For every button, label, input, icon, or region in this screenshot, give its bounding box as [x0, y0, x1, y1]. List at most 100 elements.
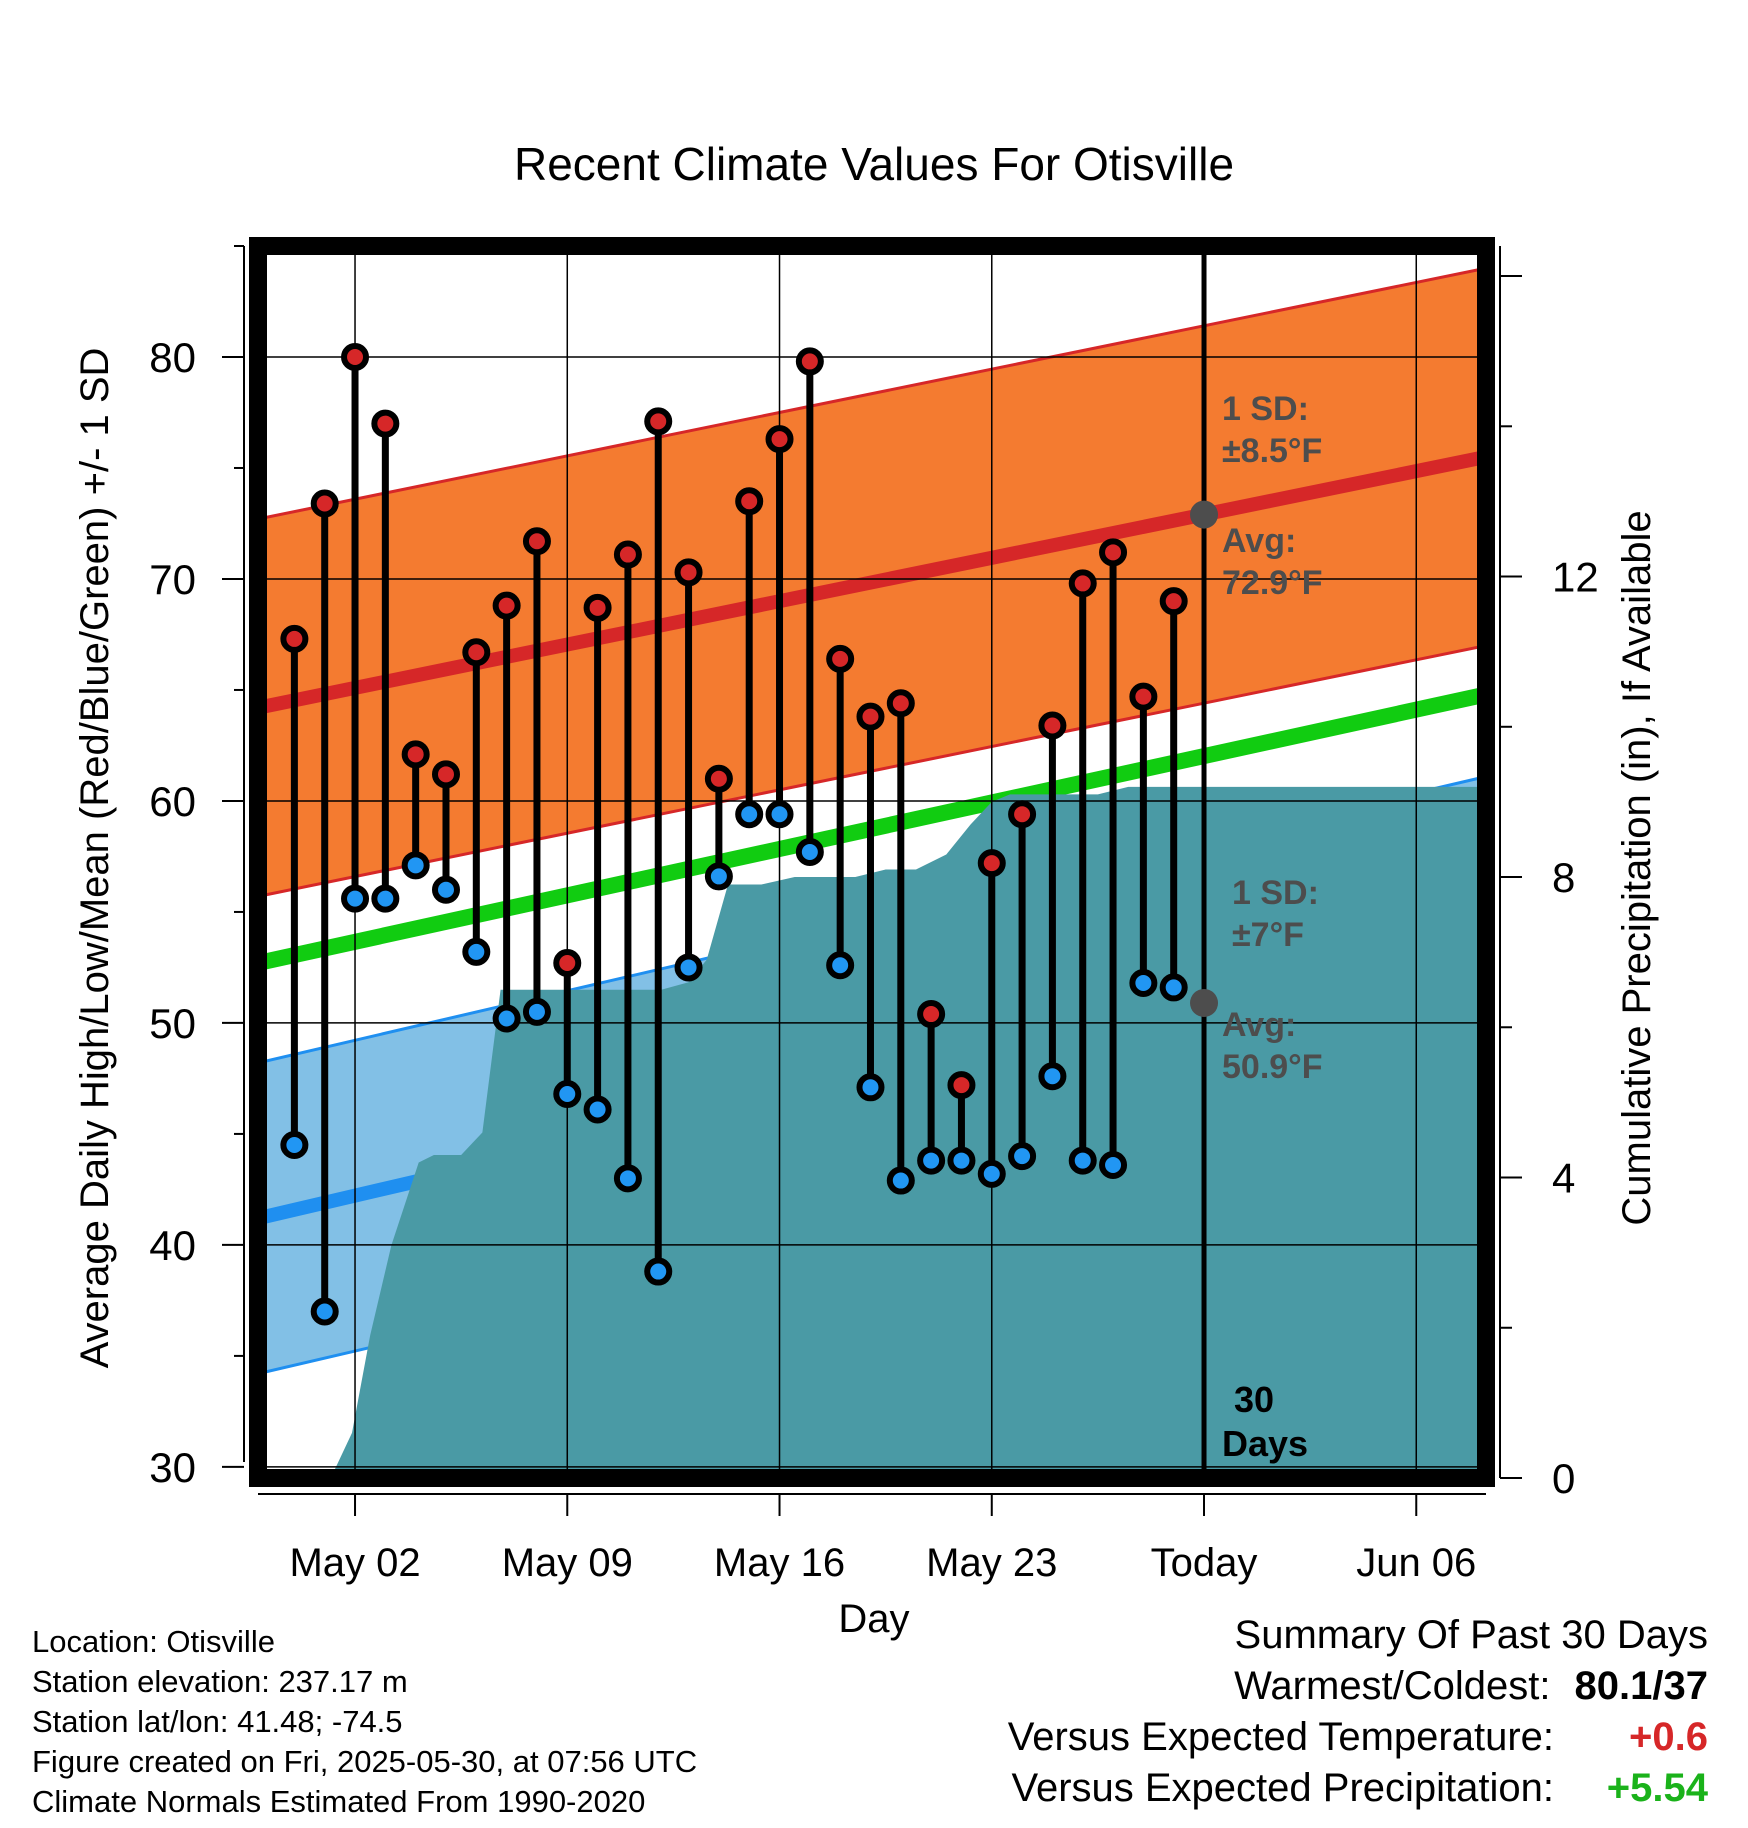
- daily-high-point: [886, 689, 915, 718]
- daily-low-point: [917, 1146, 946, 1175]
- x-tick-label: May 09: [502, 1541, 633, 1585]
- daily-low-point: [1159, 973, 1188, 1002]
- daily-low-point: [947, 1146, 976, 1175]
- elevation-text: Station elevation: 237.17 m: [32, 1664, 408, 1699]
- temp-value: +0.6: [1629, 1715, 1708, 1759]
- location-text: Location: Otisville: [32, 1624, 275, 1659]
- temp-label: Versus Expected Temperature:: [1007, 1715, 1554, 1759]
- daily-low-point: [492, 1004, 521, 1033]
- y2-tick-label: 12: [1552, 554, 1599, 601]
- daily-high-point: [280, 624, 309, 653]
- daily-low-point: [1008, 1142, 1037, 1171]
- daily-low-point: [735, 800, 764, 829]
- daily-high-point: [1129, 682, 1158, 711]
- plot-frame: [249, 237, 1495, 1487]
- summary-heading: Summary Of Past 30 Days: [1234, 1613, 1708, 1657]
- summary-warmest-row: Warmest/Coldest: 80.1/37: [1008, 1661, 1708, 1712]
- y-tick-label: 80: [149, 334, 196, 381]
- y2-tick-label: 8: [1552, 854, 1575, 901]
- daily-low-point: [613, 1164, 642, 1193]
- summary-temp-row: Versus Expected Temperature: +0.6: [1008, 1712, 1708, 1763]
- daily-high-point: [462, 638, 491, 667]
- low-avg-value: 50.9°F: [1222, 1048, 1323, 1086]
- precip-area: [258, 786, 1486, 1478]
- today-avg-low-marker: [1190, 988, 1219, 1017]
- plot-content: [258, 246, 1486, 1478]
- daily-low-point: [977, 1159, 1006, 1188]
- warmest-value: 80.1/37: [1574, 1664, 1708, 1708]
- daily-low-point: [522, 997, 551, 1026]
- daily-high-point: [704, 764, 733, 793]
- daily-high-point: [947, 1071, 976, 1100]
- low-avg-label: Avg:: [1222, 1006, 1296, 1044]
- daily-low-point: [280, 1131, 309, 1160]
- x-tick-label: May 02: [289, 1541, 420, 1585]
- y-tick-label: 50: [149, 1000, 196, 1047]
- daily-high-point: [431, 760, 460, 789]
- y-tick-label: 30: [149, 1444, 196, 1491]
- daily-low-point: [462, 937, 491, 966]
- x-axis-label: Day: [838, 1597, 909, 1641]
- high-sd-label: 1 SD:: [1222, 390, 1309, 428]
- daily-low-point: [1099, 1151, 1128, 1180]
- x-tick-label: May 23: [926, 1541, 1057, 1585]
- daily-low-point: [826, 951, 855, 980]
- daily-high-point: [310, 489, 339, 518]
- x-tick-label: Today: [1151, 1541, 1258, 1585]
- daily-low-point: [371, 884, 400, 913]
- daily-high-point: [917, 1000, 946, 1029]
- y-tick-label: 70: [149, 556, 196, 603]
- daily-high-point: [492, 591, 521, 620]
- daily-low-point: [310, 1297, 339, 1326]
- daily-low-point: [886, 1166, 915, 1195]
- daily-low-point: [1129, 968, 1158, 997]
- daily-high-point: [1008, 800, 1037, 829]
- daily-high-point: [401, 740, 430, 769]
- daily-low-point: [431, 875, 460, 904]
- daily-low-point: [401, 851, 430, 880]
- x-tick-label: May 16: [714, 1541, 845, 1585]
- daily-high-point: [1038, 711, 1067, 740]
- daily-high-point: [674, 558, 703, 587]
- daily-low-point: [856, 1073, 885, 1102]
- daily-low-point: [674, 953, 703, 982]
- daily-low-point: [704, 862, 733, 891]
- daily-high-point: [1099, 538, 1128, 567]
- precip-label: Versus Expected Precipitation:: [1011, 1766, 1554, 1810]
- daily-high-point: [644, 407, 673, 436]
- warmest-label: Warmest/Coldest:: [1234, 1664, 1551, 1708]
- daily-high-point: [371, 409, 400, 438]
- y2-tick-label: 4: [1552, 1155, 1575, 1202]
- daily-high-point: [795, 347, 824, 376]
- days-unit-label: Days: [1222, 1423, 1308, 1464]
- daily-high-point: [826, 644, 855, 673]
- daily-high-point: [522, 527, 551, 556]
- summary-panel: Summary Of Past 30 Days Warmest/Coldest:…: [1008, 1610, 1708, 1814]
- daily-low-point: [644, 1257, 673, 1286]
- daily-high-point: [765, 425, 794, 454]
- daily-low-point: [583, 1095, 612, 1124]
- daily-high-point: [856, 702, 885, 731]
- summary-precip-row: Versus Expected Precipitation: +5.54: [1008, 1763, 1708, 1814]
- precip-value: +5.54: [1606, 1766, 1708, 1810]
- latlon-text: Station lat/lon: 41.48; -74.5: [32, 1704, 403, 1739]
- y-tick-label: 40: [149, 1222, 196, 1269]
- station-info: Location: Otisville Station elevation: 2…: [32, 1622, 697, 1822]
- daily-low-point: [795, 838, 824, 867]
- daily-low-point: [765, 800, 794, 829]
- plot-area: 1 SD: ±8.5°F Avg: 72.9°F 1 SD: ±7°F Avg: 50.9°F…: [149, 237, 1599, 1585]
- y-tick-label: 60: [149, 778, 196, 825]
- daily-high-point: [735, 487, 764, 516]
- daily-high-point: [583, 593, 612, 622]
- y2-tick-label: 0: [1552, 1455, 1575, 1502]
- created-text: Figure created on Fri, 2025-05-30, at 07…: [32, 1744, 698, 1779]
- today-avg-high-marker: [1190, 500, 1219, 529]
- low-sd-value: ±7°F: [1232, 916, 1304, 954]
- daily-high-point: [1159, 587, 1188, 616]
- daily-low-point: [553, 1079, 582, 1108]
- high-sd-value: ±8.5°F: [1222, 432, 1322, 470]
- x-tick-label: Jun 06: [1356, 1541, 1476, 1585]
- daily-high-point: [341, 342, 370, 371]
- low-sd-label: 1 SD:: [1232, 874, 1319, 912]
